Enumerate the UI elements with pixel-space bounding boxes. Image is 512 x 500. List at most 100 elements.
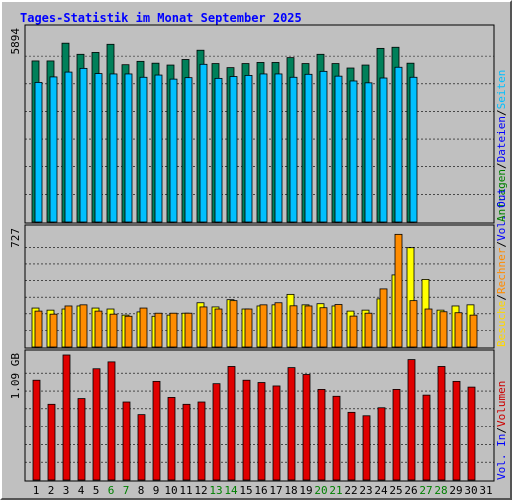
bar-volumen-20 bbox=[317, 389, 326, 481]
legend-part: Besuche bbox=[495, 301, 508, 347]
bar-rechner-7 bbox=[124, 315, 133, 348]
bar-dateien-24 bbox=[379, 77, 388, 223]
legend-part: / bbox=[495, 427, 508, 434]
x-tick-19: 19 bbox=[299, 484, 312, 497]
bar-volumen-25 bbox=[392, 389, 401, 481]
x-tick-4: 4 bbox=[78, 484, 85, 497]
bar-dateien-23 bbox=[364, 82, 373, 223]
bar-dateien-15 bbox=[244, 75, 253, 223]
right-legend-middle: Besuche/Rechner/Vol. Out bbox=[495, 188, 508, 347]
legend-part: Rechner bbox=[495, 247, 508, 294]
bar-dateien-22 bbox=[349, 80, 358, 223]
y-max-label-middle: 727 bbox=[9, 228, 22, 248]
bar-volumen-14 bbox=[227, 366, 236, 481]
bar-rechner-25 bbox=[394, 233, 403, 348]
bar-rechner-6 bbox=[109, 313, 118, 348]
x-tick-10: 10 bbox=[164, 484, 177, 497]
x-tick-18: 18 bbox=[284, 484, 297, 497]
x-tick-3: 3 bbox=[63, 484, 70, 497]
bar-rechner-2 bbox=[49, 313, 58, 348]
bar-volumen-29 bbox=[452, 380, 461, 481]
bar-dateien-17 bbox=[274, 73, 283, 223]
bar-volumen-15 bbox=[242, 379, 251, 481]
right-legend-bottom: Vol. In/Volumen bbox=[495, 381, 508, 480]
bar-volumen-19 bbox=[302, 374, 311, 481]
bar-volumen-16 bbox=[257, 382, 266, 481]
bar-rechner-14 bbox=[229, 300, 238, 348]
bar-dateien-8 bbox=[139, 76, 148, 223]
legend-part: / bbox=[495, 109, 508, 116]
x-tick-23: 23 bbox=[359, 484, 372, 497]
x-tick-15: 15 bbox=[239, 484, 252, 497]
x-tick-11: 11 bbox=[179, 484, 192, 497]
x-tick-28: 28 bbox=[434, 484, 447, 497]
chart-title: Tages-Statistik im Monat September 2025 bbox=[20, 11, 302, 25]
bar-rechner-18 bbox=[289, 305, 298, 348]
bar-dateien-3 bbox=[64, 71, 73, 223]
bar-rechner-20 bbox=[319, 307, 328, 348]
bar-rechner-21 bbox=[334, 304, 343, 348]
legend-part: / bbox=[495, 162, 508, 169]
bar-dateien-12 bbox=[199, 63, 208, 223]
legend-part: Seiten bbox=[495, 70, 508, 110]
bar-volumen-2 bbox=[47, 403, 56, 481]
x-tick-8: 8 bbox=[138, 484, 145, 497]
bar-volumen-8 bbox=[137, 414, 146, 481]
legend-part: Anfragen bbox=[495, 169, 508, 222]
bar-rechner-1 bbox=[34, 310, 43, 348]
x-tick-20: 20 bbox=[314, 484, 327, 497]
bar-dateien-7 bbox=[124, 73, 133, 223]
bar-rechner-10 bbox=[169, 312, 178, 348]
bar-dateien-16 bbox=[259, 73, 268, 223]
bar-dateien-4 bbox=[79, 67, 88, 223]
bar-rechner-16 bbox=[259, 304, 268, 348]
bar-rechner-27 bbox=[424, 308, 433, 348]
bar-rechner-19 bbox=[304, 305, 313, 348]
bar-rechner-9 bbox=[154, 312, 163, 348]
x-tick-1: 1 bbox=[33, 484, 40, 497]
bar-rechner-13 bbox=[214, 308, 223, 348]
bar-rechner-29 bbox=[454, 312, 463, 348]
x-tick-17: 17 bbox=[269, 484, 282, 497]
bar-dateien-18 bbox=[289, 76, 298, 223]
bar-rechner-24 bbox=[379, 288, 388, 348]
bar-dateien-21 bbox=[334, 75, 343, 223]
bar-dateien-2 bbox=[49, 76, 58, 223]
x-tick-26: 26 bbox=[404, 484, 417, 497]
right-legend-top: Anfragen/Dateien/Seiten bbox=[495, 70, 508, 222]
bar-rechner-17 bbox=[274, 302, 283, 348]
bar-rechner-15 bbox=[244, 308, 253, 348]
legend-part: Dateien bbox=[495, 116, 508, 162]
bar-rechner-4 bbox=[79, 304, 88, 348]
bar-volumen-26 bbox=[407, 359, 416, 481]
bar-dateien-10 bbox=[169, 78, 178, 223]
bar-dateien-11 bbox=[184, 77, 193, 223]
bar-volumen-30 bbox=[467, 386, 476, 481]
legend-part: Volumen bbox=[495, 381, 508, 427]
x-tick-13: 13 bbox=[209, 484, 222, 497]
x-tick-6: 6 bbox=[108, 484, 115, 497]
y-max-label-bottom: 1.09 GB bbox=[9, 353, 22, 400]
bar-volumen-3 bbox=[62, 354, 71, 481]
bar-rechner-12 bbox=[199, 306, 208, 348]
x-tick-29: 29 bbox=[449, 484, 462, 497]
bar-volumen-7 bbox=[122, 401, 131, 481]
x-tick-31: 31 bbox=[479, 484, 492, 497]
bar-dateien-5 bbox=[94, 73, 103, 223]
bar-rechner-26 bbox=[409, 300, 418, 348]
x-tick-27: 27 bbox=[419, 484, 432, 497]
bar-volumen-18 bbox=[287, 367, 296, 481]
bar-volumen-13 bbox=[212, 383, 221, 481]
x-tick-12: 12 bbox=[194, 484, 207, 497]
x-tick-24: 24 bbox=[374, 484, 388, 497]
bar-volumen-21 bbox=[332, 395, 341, 481]
x-tick-7: 7 bbox=[123, 484, 130, 497]
legend-part: / bbox=[495, 241, 508, 248]
bar-volumen-1 bbox=[32, 379, 41, 481]
x-tick-14: 14 bbox=[224, 484, 238, 497]
bar-volumen-27 bbox=[422, 394, 431, 481]
bar-volumen-22 bbox=[347, 411, 356, 481]
bar-volumen-12 bbox=[197, 401, 206, 481]
